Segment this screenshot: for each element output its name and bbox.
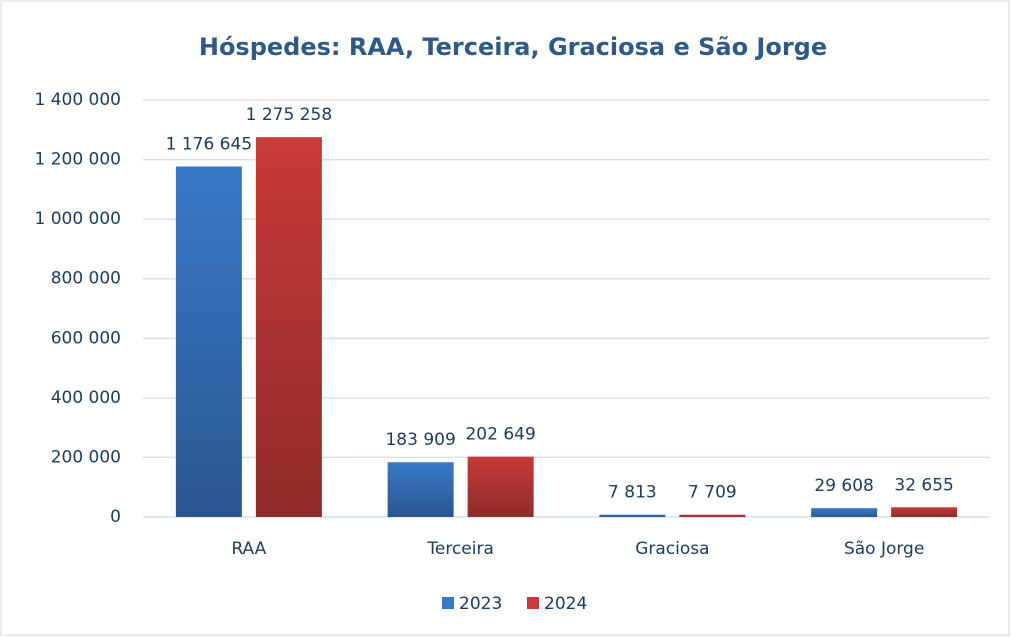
x-tick-label: Terceira (426, 539, 494, 559)
y-tick-label: 600 000 (51, 328, 121, 348)
data-label: 32 655 (894, 475, 953, 495)
bar (599, 514, 666, 517)
data-label: 1 176 645 (166, 135, 253, 155)
bar (255, 137, 322, 518)
data-label: 1 275 258 (246, 105, 333, 125)
data-label: 29 608 (814, 476, 873, 496)
y-tick-label: 1 000 000 (34, 209, 121, 229)
legend-swatch (527, 597, 539, 609)
legend-label: 2023 (459, 594, 502, 614)
bar (891, 507, 958, 517)
bar (679, 514, 746, 517)
bar (175, 166, 242, 517)
bar (387, 462, 454, 517)
x-tick-label: São Jorge (844, 539, 924, 559)
data-label: 7 709 (688, 483, 737, 503)
x-tick-label: Graciosa (635, 539, 709, 559)
y-tick-label: 200 000 (51, 447, 121, 467)
y-tick-label: 400 000 (51, 388, 121, 408)
data-label: 7 813 (608, 483, 657, 503)
bar (467, 456, 534, 517)
legend-label: 2024 (544, 594, 587, 614)
y-tick-label: 0 (110, 507, 121, 527)
x-tick-label: RAA (231, 539, 266, 559)
chart-title: Hóspedes: RAA, Terceira, Graciosa e São … (199, 33, 827, 61)
data-label: 202 649 (465, 425, 535, 445)
y-tick-label: 800 000 (51, 269, 121, 289)
bar (811, 508, 878, 517)
y-tick-label: 1 200 000 (34, 150, 121, 170)
y-tick-label: 1 400 000 (34, 90, 121, 110)
legend-swatch (442, 597, 454, 609)
data-label: 183 909 (385, 430, 455, 450)
